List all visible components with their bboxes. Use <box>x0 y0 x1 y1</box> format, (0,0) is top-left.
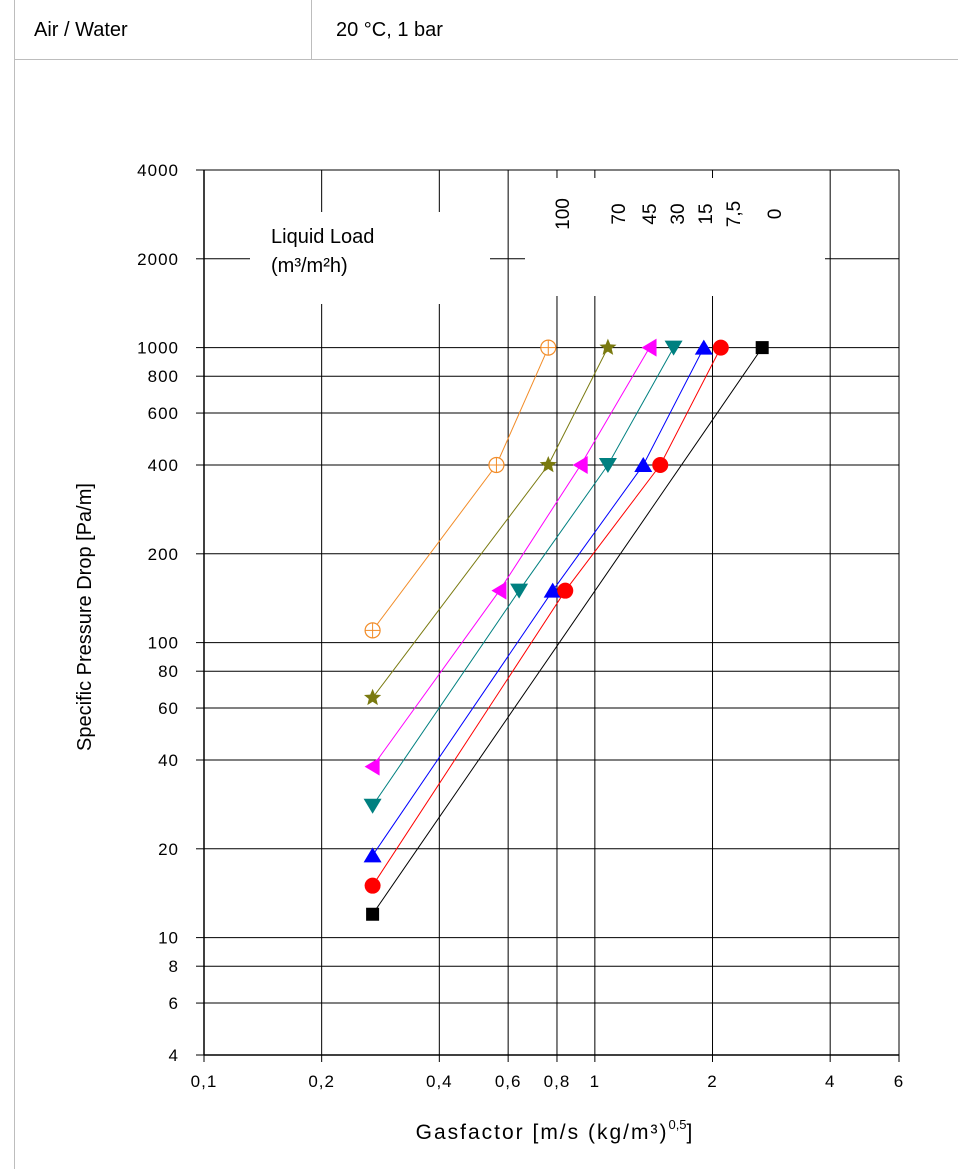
axes: 0,1 0,2 0,4 0,6 0,8 1 2 4 6 4 6 8 10 20 40 60 80 100 200 40… <box>137 161 904 1091</box>
series-line <box>372 347 675 806</box>
y-tick-label: 4000 <box>137 161 179 180</box>
y-tick-label: 20 <box>158 840 179 859</box>
data-point <box>664 340 683 356</box>
data-point <box>364 877 381 894</box>
series-layer <box>363 338 769 921</box>
data-point <box>488 456 505 474</box>
series-line <box>372 347 763 915</box>
x-axis-label-main: Gasfactor [m/s (kg/m³) <box>416 1121 669 1144</box>
y-tick-label: 10 <box>158 929 179 948</box>
series-0 <box>366 341 769 921</box>
legend-entry: 100 <box>553 198 574 230</box>
x-tick-label: 0,2 <box>308 1072 335 1091</box>
series-30 <box>363 340 683 814</box>
data-point <box>364 688 382 706</box>
conditions-label: 20 °C, 1 bar <box>336 19 443 41</box>
data-point <box>634 457 653 472</box>
y-tick-label: 200 <box>148 545 179 564</box>
x-tick-label: 0,1 <box>191 1072 218 1091</box>
data-point <box>539 456 557 473</box>
data-point <box>491 581 507 600</box>
x-tick-label: 1 <box>590 1072 600 1091</box>
legend-title: Liquid Load <box>271 226 374 248</box>
y-tick-label: 8 <box>169 957 179 976</box>
x-axis-label-close: ] <box>687 1121 695 1144</box>
series-line <box>372 347 705 856</box>
series-line <box>372 347 650 767</box>
legend-entry: 7,5 <box>724 201 745 227</box>
legend-title-background <box>250 212 490 304</box>
y-tick-label: 60 <box>158 699 179 718</box>
legend-entry: 0 <box>765 209 786 220</box>
data-point <box>363 847 382 863</box>
y-tick-label: 1000 <box>137 339 179 358</box>
legend-values-background <box>525 178 825 296</box>
figure-frame <box>14 0 958 1169</box>
series-45 <box>364 338 657 776</box>
data-point <box>510 583 529 599</box>
legend-entry: 70 <box>609 203 630 224</box>
grid <box>204 169 900 1055</box>
y-tick-label: 600 <box>148 404 179 423</box>
data-point <box>598 458 617 473</box>
y-tick-label: 4 <box>169 1046 179 1065</box>
x-tick-label: 6 <box>894 1072 904 1091</box>
y-tick-label: 800 <box>148 367 179 386</box>
data-point <box>694 339 713 355</box>
series-70 <box>364 338 617 706</box>
y-tick-label: 2000 <box>137 250 179 269</box>
data-point <box>641 338 657 357</box>
data-point <box>363 798 382 814</box>
y-tick-label: 80 <box>158 662 179 681</box>
data-point <box>572 456 588 474</box>
legend-entry: 15 <box>696 203 717 224</box>
y-tick-label: 400 <box>148 456 179 475</box>
x-tick-label: 0,4 <box>426 1072 453 1091</box>
data-point <box>755 341 769 355</box>
x-tick-label: 0,6 <box>495 1072 522 1091</box>
data-point <box>540 339 557 356</box>
y-tick-label: 100 <box>148 634 179 653</box>
series-15 <box>363 339 713 863</box>
x-axis-label-exp: 0,5 <box>668 1117 686 1132</box>
legend-label-area <box>250 178 825 304</box>
data-point <box>652 457 669 473</box>
data-point <box>599 338 617 355</box>
y-axis-label: Specific Pressure Drop [Pa/m] <box>74 483 96 751</box>
data-point <box>364 757 380 776</box>
legend: Liquid Load (m³/m²h) 100 70 45 30 15 7,5 0 <box>271 198 786 277</box>
legend-entry: 30 <box>668 203 689 224</box>
data-point <box>364 622 381 639</box>
legend-unit: (m³/m²h) <box>271 255 348 277</box>
series-line <box>372 347 722 886</box>
series-100 <box>364 339 557 639</box>
x-tick-label: 4 <box>825 1072 835 1091</box>
series-line <box>372 347 609 699</box>
header-row: Air / Water 20 °C, 1 bar <box>14 0 958 60</box>
data-point <box>712 339 729 356</box>
x-tick-label: 0,8 <box>544 1072 571 1091</box>
x-axis-label: Gasfactor [m/s (kg/m³)0,5] <box>416 1117 695 1144</box>
x-tick-label: 2 <box>707 1072 717 1091</box>
series-7-5 <box>364 339 729 894</box>
y-tick-label: 6 <box>169 994 179 1013</box>
header-divider <box>311 0 312 60</box>
data-point <box>557 582 574 599</box>
y-tick-label: 40 <box>158 751 179 770</box>
data-point <box>543 582 562 598</box>
system-label: Air / Water <box>34 19 128 41</box>
data-point <box>366 907 380 921</box>
legend-entry: 45 <box>640 203 661 224</box>
